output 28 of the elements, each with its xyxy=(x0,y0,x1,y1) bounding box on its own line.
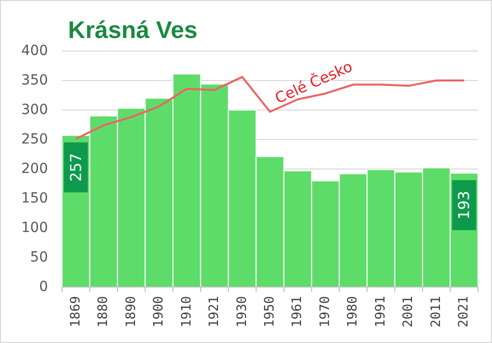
x-tick-label: 2021 xyxy=(456,296,472,328)
y-tick-label: 300 xyxy=(21,102,48,118)
x-tick-label: 1910 xyxy=(179,296,194,328)
x-tick-label: 1961 xyxy=(290,296,306,328)
chart-title: Krásná Ves xyxy=(68,17,198,44)
x-tick-label: 1930 xyxy=(234,296,250,328)
data-label: 257 xyxy=(66,153,85,182)
y-tick-label: 400 xyxy=(21,43,48,59)
x-tick-label: 2001 xyxy=(401,296,416,328)
x-tick-label: 1900 xyxy=(152,296,167,328)
data-label: 193 xyxy=(455,190,474,220)
y-tick-label: 100 xyxy=(21,220,48,236)
x-tick-label: 1921 xyxy=(207,296,222,328)
x-tick-label: 1869 xyxy=(68,296,84,328)
x-tick-label: 2011 xyxy=(428,296,444,328)
y-tick-label: 50 xyxy=(30,250,48,266)
x-tick-label: 1950 xyxy=(262,296,278,328)
y-tick-label: 0 xyxy=(39,279,48,295)
x-tick-label: 1980 xyxy=(346,296,361,328)
y-tick-label: 350 xyxy=(21,72,48,88)
y-tick-label: 200 xyxy=(21,161,48,177)
x-tick-label: 1890 xyxy=(124,296,139,328)
y-tick-label: 250 xyxy=(21,132,48,148)
x-tick-label: 1880 xyxy=(96,296,112,328)
x-tick-label: 1991 xyxy=(373,296,388,328)
text: Celé Česko xyxy=(272,57,356,108)
x-tick-label: 1970 xyxy=(318,296,333,328)
y-tick-label: 150 xyxy=(21,190,48,206)
